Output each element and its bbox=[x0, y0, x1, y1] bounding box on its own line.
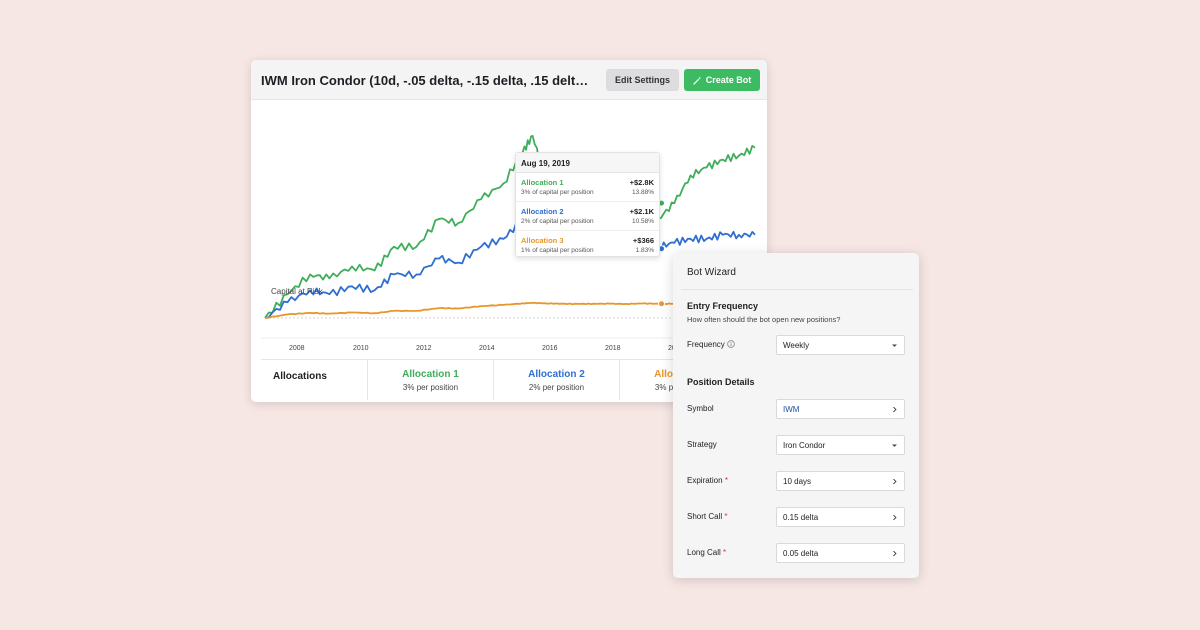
position-details-heading: Position Details bbox=[687, 377, 755, 387]
tooltip-series-name: Allocation 3 bbox=[521, 236, 564, 245]
x-tick-label: 2016 bbox=[542, 345, 558, 352]
expiration-value: 10 days bbox=[783, 477, 812, 486]
tooltip-series-name: Allocation 2 bbox=[521, 207, 564, 216]
symbol-label: Symbol bbox=[687, 404, 714, 413]
entry-frequency-heading: Entry Frequency bbox=[687, 301, 759, 311]
allocation-desc: 2% per position bbox=[528, 383, 585, 392]
tooltip-date: Aug 19, 2019 bbox=[516, 153, 659, 173]
allocation-desc: 3% per position bbox=[402, 383, 459, 392]
capital-at-risk-label: Capital at Risk bbox=[271, 287, 323, 296]
backtest-header: IWM Iron Condor (10d, -.05 delta, -.15 d… bbox=[251, 60, 767, 100]
divider bbox=[681, 289, 913, 290]
bot-wizard-panel: Bot Wizard Entry Frequency How often sho… bbox=[673, 253, 919, 578]
strategy-value: Iron Condor bbox=[783, 441, 826, 450]
long-call-label: Long Call * bbox=[687, 548, 727, 557]
allocation-column[interactable]: Allocation 1 3% per position bbox=[367, 360, 493, 400]
tooltip-value: +$2.8K bbox=[629, 178, 654, 187]
backtest-title: IWM Iron Condor (10d, -.05 delta, -.15 d… bbox=[261, 73, 591, 88]
symbol-value: IWM bbox=[783, 405, 800, 414]
x-tick-label: 2010 bbox=[353, 345, 369, 352]
short-call-label: Short Call * bbox=[687, 512, 728, 521]
required-marker: * bbox=[724, 512, 728, 521]
expiration-field[interactable]: 10 days bbox=[776, 471, 905, 491]
frequency-select[interactable]: Weekly bbox=[776, 335, 905, 355]
long-call-field[interactable]: 0.05 delta bbox=[776, 543, 905, 563]
strategy-label: Strategy bbox=[687, 440, 717, 449]
chevron-right-icon bbox=[893, 478, 897, 485]
long-call-value: 0.05 delta bbox=[783, 549, 819, 558]
x-tick-label: 2008 bbox=[289, 345, 305, 352]
required-marker: * bbox=[723, 548, 727, 557]
tooltip-row: Allocation 2 +$2.1K 2% of capital per po… bbox=[516, 203, 659, 231]
x-tick-label: 2012 bbox=[416, 345, 432, 352]
chevron-right-icon bbox=[893, 406, 897, 413]
chevron-down-icon bbox=[892, 444, 897, 447]
create-bot-button[interactable]: Create Bot bbox=[684, 69, 760, 91]
allocation-column[interactable]: Allocation 2 2% per position bbox=[493, 360, 619, 400]
x-tick-label: 2018 bbox=[605, 345, 621, 352]
entry-frequency-subtitle: How often should the bot open new positi… bbox=[687, 315, 841, 324]
x-tick-label: 2014 bbox=[479, 345, 495, 352]
short-call-field[interactable]: 0.15 delta bbox=[776, 507, 905, 527]
allocations-heading: Allocations bbox=[273, 371, 327, 382]
tooltip-value: +$2.1K bbox=[629, 207, 654, 216]
tooltip-percent: 1.83% bbox=[635, 247, 654, 254]
tooltip-series-name: Allocation 1 bbox=[521, 178, 564, 187]
tooltip-row: Allocation 3 +$366 1% of capital per pos… bbox=[516, 232, 659, 260]
short-call-value: 0.15 delta bbox=[783, 513, 819, 522]
allocation-name: Allocation 2 bbox=[528, 369, 585, 380]
chevron-right-icon bbox=[893, 514, 897, 521]
info-icon bbox=[727, 340, 735, 348]
strategy-select[interactable]: Iron Condor bbox=[776, 435, 905, 455]
chart-tooltip: Aug 19, 2019 Allocation 1 +$2.8K 3% of c… bbox=[515, 152, 660, 257]
tooltip-desc: 3% of capital per position bbox=[521, 189, 594, 196]
frequency-label: Frequency bbox=[687, 340, 735, 349]
symbol-field[interactable]: IWM bbox=[776, 399, 905, 419]
create-bot-label: Create Bot bbox=[705, 75, 752, 85]
expiration-label: Expiration * bbox=[687, 476, 728, 485]
chevron-down-icon bbox=[892, 344, 897, 347]
tooltip-percent: 10.58% bbox=[631, 218, 654, 225]
allocation-name: Allocation 1 bbox=[402, 369, 459, 380]
hover-marker bbox=[658, 300, 666, 308]
tooltip-desc: 1% of capital per position bbox=[521, 247, 594, 254]
chevron-right-icon bbox=[893, 550, 897, 557]
wizard-title: Bot Wizard bbox=[687, 267, 736, 278]
magic-wand-icon bbox=[693, 75, 702, 85]
tooltip-percent: 13.88% bbox=[631, 189, 654, 196]
edit-settings-button[interactable]: Edit Settings bbox=[606, 69, 679, 91]
frequency-value: Weekly bbox=[783, 341, 810, 350]
tooltip-desc: 2% of capital per position bbox=[521, 218, 594, 225]
tooltip-row: Allocation 1 +$2.8K 3% of capital per po… bbox=[516, 174, 659, 202]
required-marker: * bbox=[724, 476, 728, 485]
tooltip-value: +$366 bbox=[632, 236, 654, 245]
